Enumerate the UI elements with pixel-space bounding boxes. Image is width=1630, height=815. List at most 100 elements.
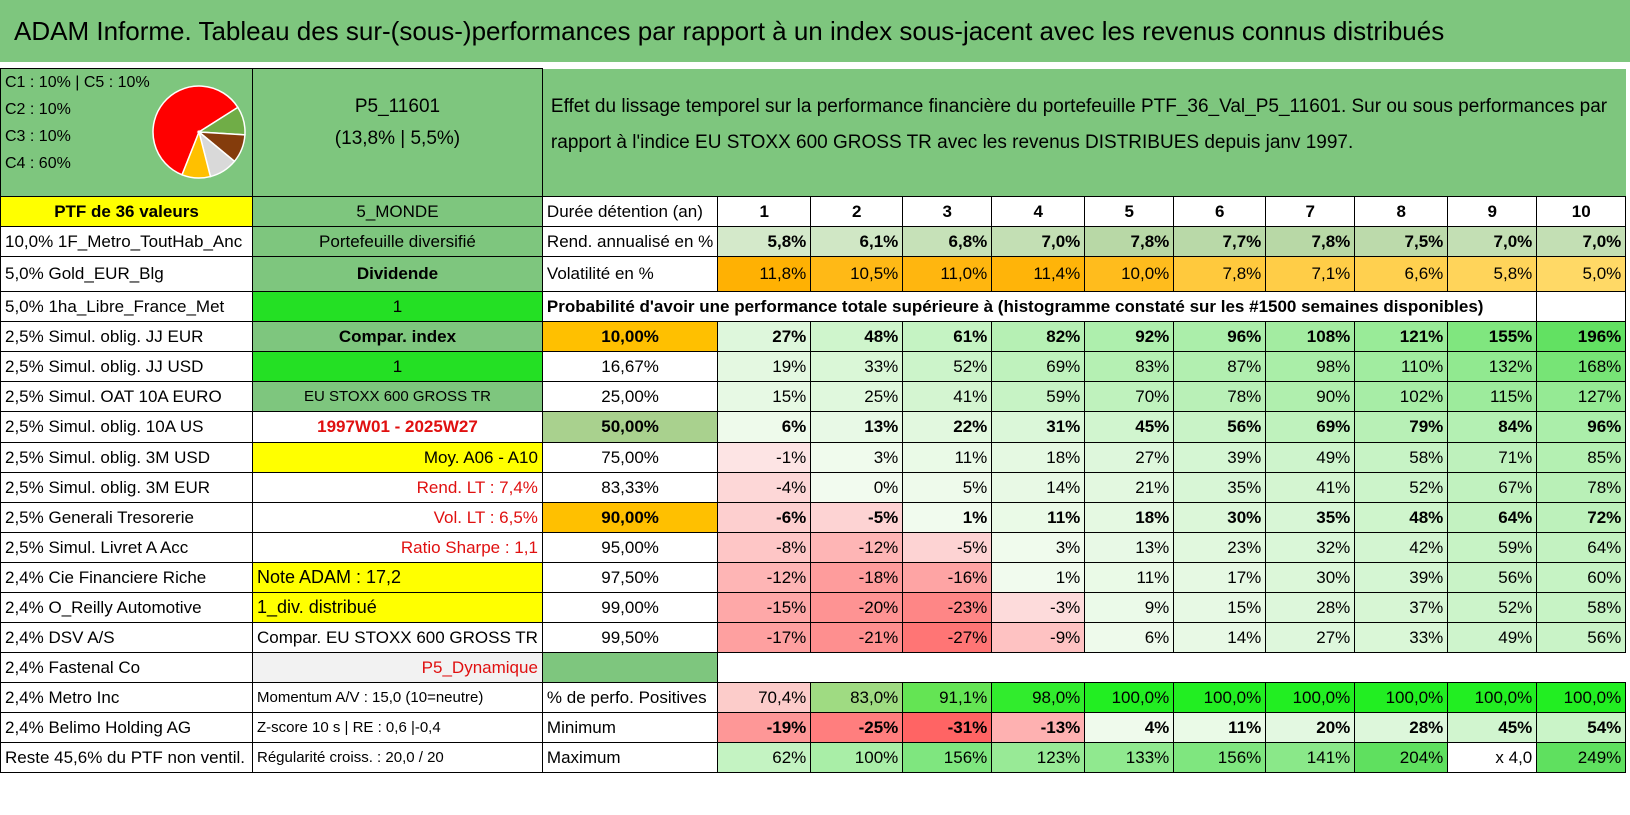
info-cell: Compar. index <box>252 321 543 352</box>
info-cell: Dividende <box>252 256 543 292</box>
prob-value: 1% <box>991 562 1086 593</box>
prob-value: 96% <box>1173 321 1267 352</box>
ptf-header: PTF de 36 valeurs <box>0 196 253 227</box>
vol-value: 10,0% <box>1084 256 1175 292</box>
prob-value: 30% <box>1265 562 1356 593</box>
prob-value: 9% <box>1084 592 1175 623</box>
portfolio-code: P5_11601 <box>354 96 441 117</box>
positive-value: 70,4% <box>717 682 812 713</box>
probability-level: 99,00% <box>541 592 719 623</box>
holding-cell: 2,5% Simul. oblig. 10A US <box>0 411 253 443</box>
holding-cell: 2,4% DSV A/S <box>0 622 253 653</box>
prob-value: -5% <box>810 502 904 533</box>
prob-value: 60% <box>1536 562 1627 593</box>
holding-cell: Reste 45,6% du PTF non ventil. <box>0 742 253 773</box>
prob-value: 6% <box>717 411 812 443</box>
prob-value: 52% <box>1447 592 1538 623</box>
prob-value: 45% <box>1084 411 1175 443</box>
rend-value: 7,5% <box>1354 226 1449 257</box>
prob-value: 42% <box>1354 532 1449 563</box>
prob-value: 15% <box>717 381 812 412</box>
year-header: 6 <box>1173 196 1267 227</box>
prob-value: 0% <box>810 472 904 503</box>
prob-value: 1% <box>902 502 993 533</box>
holding-cell: 5,0% Gold_EUR_Blg <box>0 256 253 292</box>
prob-value: 49% <box>1447 622 1538 653</box>
rend-value: 7,7% <box>1173 226 1267 257</box>
prob-value: 52% <box>902 351 993 382</box>
prob-value: 61% <box>902 321 993 352</box>
prob-value: 32% <box>1265 532 1356 563</box>
maximum-value: 133% <box>1084 742 1175 773</box>
prob-value: 48% <box>1354 502 1449 533</box>
probability-level: 90,00% <box>541 502 719 533</box>
positive-value: 91,1% <box>902 682 993 713</box>
prob-value: -6% <box>717 502 812 533</box>
prob-value: 71% <box>1447 442 1538 473</box>
prob-value: 98% <box>1265 351 1356 382</box>
positive-label: % de perfo. Positives <box>541 682 719 713</box>
years-label: Durée détention (an) <box>541 196 719 227</box>
year-header: 4 <box>991 196 1086 227</box>
prob-value: 30% <box>1173 502 1267 533</box>
maximum-value: 204% <box>1354 742 1449 773</box>
info-cell: 1 <box>252 291 543 322</box>
legend-line: C3 : 10% <box>5 128 71 145</box>
maximum-value: 123% <box>991 742 1086 773</box>
probability-level: 99,50% <box>541 622 719 653</box>
prob-value: 14% <box>1173 622 1267 653</box>
prob-value: 27% <box>717 321 812 352</box>
prob-value: -5% <box>902 532 993 563</box>
info-cell: Compar. EU STOXX 600 GROSS TR <box>252 622 543 653</box>
effect-description-cell: Effet du lissage temporel sur la perform… <box>542 68 1626 197</box>
portfolio-header-cell: P5_11601 (13,8% | 5,5%) <box>252 68 543 197</box>
portfolio-perf: (13,8% | 5,5%) <box>334 128 461 149</box>
prob-value: 13% <box>1084 532 1175 563</box>
maximum-value: 62% <box>717 742 812 773</box>
year-header: 2 <box>810 196 904 227</box>
prob-value: 19% <box>717 351 812 382</box>
report-banner: ADAM Informe. Tableau des sur-(sous-)per… <box>0 0 1630 62</box>
pie-slice <box>152 85 239 176</box>
prob-value: 85% <box>1536 442 1627 473</box>
empty-cell <box>1536 291 1627 322</box>
info-cell: Vol. LT : 6,5% <box>252 502 543 533</box>
prob-value: 6% <box>1084 622 1175 653</box>
probability-level: 97,50% <box>541 562 719 593</box>
vol-value: 5,8% <box>1447 256 1538 292</box>
prob-value: 39% <box>1354 562 1449 593</box>
holding-cell: 5,0% 1ha_Libre_France_Met <box>0 291 253 322</box>
year-header: 1 <box>717 196 812 227</box>
prob-value: -20% <box>810 592 904 623</box>
vol-value: 11,4% <box>991 256 1086 292</box>
holding-cell: 2,4% Fastenal Co <box>0 652 253 683</box>
probability-level: 83,33% <box>541 472 719 503</box>
region-header: 5_MONDE <box>252 196 543 227</box>
prob-value: 78% <box>1173 381 1267 412</box>
holding-cell: 10,0% 1F_Metro_ToutHab_Anc <box>0 226 253 257</box>
probability-level: 50,00% <box>541 411 719 443</box>
rend-value: 7,0% <box>991 226 1086 257</box>
prob-value: -27% <box>902 622 993 653</box>
prob-value: 11% <box>902 442 993 473</box>
maximum-value: 100% <box>810 742 904 773</box>
year-header: 9 <box>1447 196 1538 227</box>
info-cell: Z-score 10 s | RE : 0,6 |-0,4 <box>252 712 543 743</box>
probability-level: 25,00% <box>541 381 719 412</box>
effect-description: Effet du lissage temporel sur la perform… <box>550 95 1608 153</box>
minimum-value: -25% <box>810 712 904 743</box>
prob-value: 3% <box>991 532 1086 563</box>
allocation-legend-cell: C1 : 10% | C5 : 10% C2 : 10% C3 : 10% C4… <box>0 68 253 197</box>
prob-value: -23% <box>902 592 993 623</box>
banner-gap <box>0 62 1630 68</box>
holding-cell: 2,5% Simul. oblig. JJ USD <box>0 351 253 382</box>
holding-cell: 2,5% Simul. oblig. JJ EUR <box>0 321 253 352</box>
vol-value: 11,0% <box>902 256 993 292</box>
year-header: 8 <box>1354 196 1449 227</box>
maximum-label: Maximum <box>541 742 719 773</box>
maximum-value: x 4,0 <box>1447 742 1538 773</box>
report-title: ADAM Informe. Tableau des sur-(sous-)per… <box>14 16 1445 46</box>
year-header: 5 <box>1084 196 1175 227</box>
holding-cell: 2,5% Simul. oblig. 3M USD <box>0 442 253 473</box>
pie-slice <box>181 129 212 179</box>
